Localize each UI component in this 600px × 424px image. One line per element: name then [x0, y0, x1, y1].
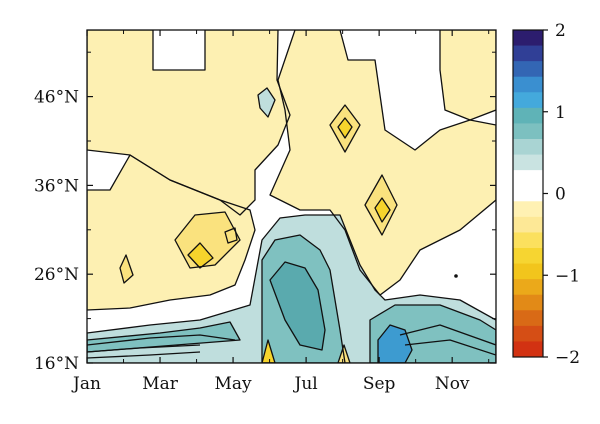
negative-region-central-contour	[269, 30, 496, 296]
x-tick-label: Jul	[293, 374, 318, 394]
colorbar-swatch	[513, 279, 543, 296]
colorbar-swatch	[513, 123, 543, 140]
colorbar-swatch	[513, 248, 543, 265]
colorbar-swatch	[513, 216, 543, 233]
negative-region-central	[270, 30, 496, 295]
x-tick-label: Sep	[363, 374, 396, 394]
negative-region-northeast-contour	[439, 30, 496, 121]
contour-line-4	[404, 339, 496, 356]
colorbar-swatch	[513, 45, 543, 62]
negative-region-northeast	[440, 30, 496, 120]
colorbar-swatch	[513, 294, 543, 311]
contour-line-0	[87, 334, 236, 346]
y-tick-label: 26°N	[34, 265, 79, 285]
negative-core-aug-inner-contour	[337, 117, 353, 139]
colorbar-tick-label: −1	[555, 266, 580, 286]
y-tick-label: 36°N	[34, 176, 79, 196]
positive-region-south-contour	[87, 214, 496, 363]
colorbar-tick-label: 0	[555, 185, 566, 205]
positive-band-spring-contour	[87, 321, 241, 353]
colorbar-swatch	[513, 263, 543, 280]
colorbar-swatch	[513, 185, 543, 202]
negative-region-north	[87, 30, 290, 215]
x-tick-label: Jan	[71, 374, 101, 394]
positive-spot-may-contour	[257, 87, 276, 118]
negative-core-sep-contour	[364, 174, 398, 236]
positive-core-jul-contour	[261, 234, 346, 363]
negative-spot-feb-contour	[119, 254, 134, 284]
colorbar-tick-label: 1	[555, 103, 566, 123]
colorbar-swatch	[513, 154, 543, 171]
negative-spot-may	[225, 228, 237, 243]
colorbar-swatch	[513, 76, 543, 93]
colorbar-swatch	[513, 310, 543, 327]
negative-region-southwest-contour	[87, 154, 256, 311]
y-tick-label: 46°N	[34, 88, 79, 108]
y-tick-label: 16°N	[34, 354, 79, 374]
positive-core-jul-inner-contour	[269, 261, 326, 351]
colorbar-tick-label: 2	[555, 21, 566, 41]
negative-core-sep-inner-contour	[374, 197, 391, 223]
data-dot	[454, 274, 458, 278]
x-tick-label: May	[214, 374, 252, 394]
colorbar-swatch	[513, 341, 543, 358]
colorbar-swatch	[513, 139, 543, 156]
x-tick-label: Nov	[435, 374, 470, 394]
positive-core-oct-contour	[369, 304, 496, 363]
negative-core-aug-contour	[329, 104, 361, 153]
plot-axes: Jan Mar May Jul Sep Nov 16°N 26°N 36°N 46°N	[34, 29, 497, 394]
positive-core-oct-inner-contour	[377, 324, 413, 363]
contour-fills	[87, 30, 496, 363]
contour-line-3	[399, 324, 496, 346]
negative-core-sep-inner	[375, 198, 390, 222]
negative-sliver-aug-contour	[337, 344, 351, 363]
colorbar-swatch	[513, 232, 543, 249]
colorbar-swatch	[513, 30, 543, 47]
colorbar-swatch	[513, 201, 543, 218]
negative-core-apr-inner-contour	[187, 242, 214, 269]
colorbar-swatch	[513, 92, 543, 109]
colorbar-swatch	[513, 325, 543, 342]
colorbar: 2 1 0 −1 −2	[512, 21, 580, 368]
contour-lines	[87, 30, 496, 363]
colorbar-swatch	[513, 61, 543, 78]
colorbar-swatch	[513, 170, 543, 187]
negative-sliver-jun	[262, 340, 275, 363]
negative-sliver-jun-contour	[261, 339, 276, 363]
negative-core-apr-contour	[174, 211, 241, 269]
colorbar-swatch	[513, 107, 543, 124]
contour-line-1	[87, 344, 201, 353]
positive-core-jul-inner	[270, 262, 325, 350]
colorbar-tick-label: −2	[555, 348, 580, 368]
plot-frame	[86, 29, 497, 364]
contour-line-2	[87, 351, 201, 359]
x-tick-label: Mar	[142, 374, 179, 394]
negative-spot-may-contour	[224, 227, 238, 244]
